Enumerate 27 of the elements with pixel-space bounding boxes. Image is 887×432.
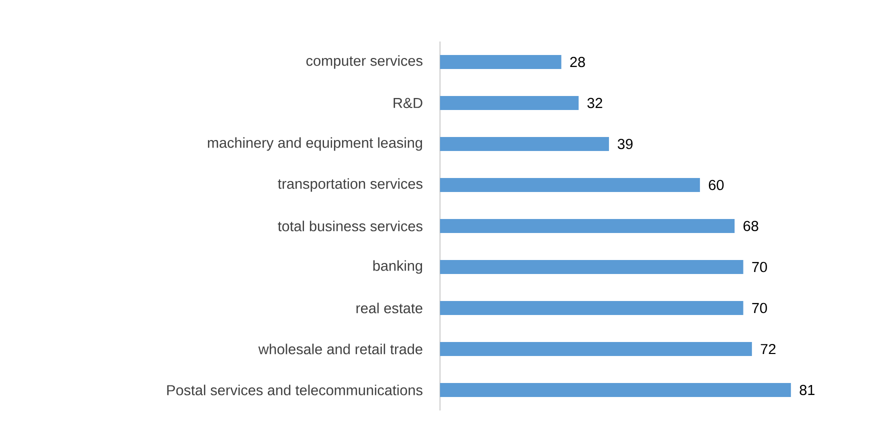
y-tick-label: real estate <box>356 302 422 314</box>
data-label: 70 <box>752 262 767 272</box>
y-tick-label: transportation services <box>278 178 422 192</box>
y-tick-label: wholesale and retail trade <box>258 344 422 354</box>
bar <box>440 219 735 233</box>
data-label: 72 <box>760 344 776 354</box>
data-label: 32 <box>587 98 602 108</box>
y-tick-label: R&D <box>394 98 422 108</box>
bar <box>440 137 609 151</box>
data-label: 39 <box>618 138 633 150</box>
bar <box>440 383 791 397</box>
bar <box>440 301 744 315</box>
bar <box>440 96 579 110</box>
data-label: 70 <box>752 302 767 314</box>
y-tick-label: Postal services and telecommunications <box>167 384 422 396</box>
y-tick-label: computer services <box>306 55 422 69</box>
y-tick-label: total business services <box>278 220 422 232</box>
bar <box>440 342 752 356</box>
bar <box>440 178 700 192</box>
y-tick-label: machinery and equipment leasing <box>208 137 422 151</box>
data-label: 81 <box>800 384 814 396</box>
bar <box>440 260 744 274</box>
y-tick-label: banking <box>373 260 422 274</box>
data-label: 28 <box>570 56 585 68</box>
data-label: 68 <box>744 220 758 232</box>
bar <box>440 55 562 70</box>
data-label: 60 <box>708 180 724 190</box>
